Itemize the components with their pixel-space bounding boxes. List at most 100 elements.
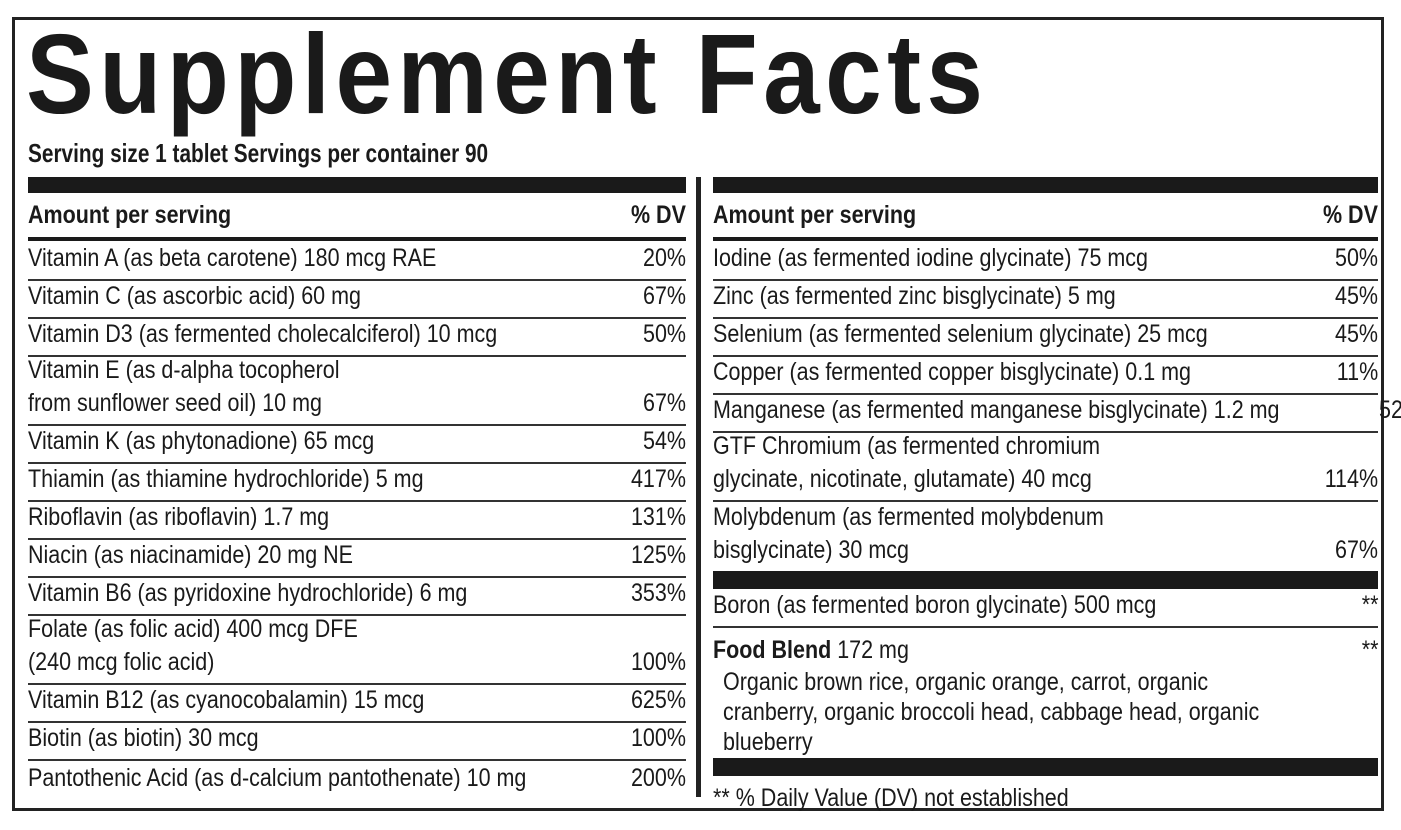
serving-info: Serving size 1 tablet Servings per conta…: [28, 138, 489, 168]
nutrient-name: Vitamin A (as beta carotene) 180 mcg RAE: [28, 242, 503, 275]
nutrient-dv: 45%: [1334, 282, 1378, 310]
nutrient-row: Vitamin K (as phytonadione) 65 mcg 54%: [28, 426, 686, 464]
nutrient-row: Vitamin B12 (as cyanocobalamin) 15 mcg 62…: [28, 685, 686, 723]
nutrient-name-line: Molybdenum (as fermented molybdenum: [713, 503, 1104, 531]
nutrient-row: Selenium (as fermented selenium glycinat…: [713, 319, 1378, 357]
ingredient-line: blueberry: [723, 728, 813, 756]
nutrient-name: Vitamin K (as phytonadione) 65 mcg: [28, 425, 431, 458]
nutrient-name: Biotin (as biotin) 30 mcg: [28, 722, 296, 755]
nutrient-dv: 45%: [1334, 320, 1378, 348]
nutrient-dv: 125%: [631, 541, 686, 569]
supplement-facts-panel: [12, 17, 1384, 811]
nutrient-dv: 100%: [631, 724, 686, 752]
nutrient-dv: **: [1361, 591, 1378, 619]
nutrient-row: Molybdenum (as fermented molybdenum bisgl…: [713, 502, 1378, 571]
nutrient-row: GTF Chromium (as fermented chromium glyci…: [713, 430, 1378, 502]
nutrient-name: Thiamin (as thiamine hydrochloride) 5 mg: [28, 463, 488, 496]
nutrient-dv: 67%: [642, 282, 686, 310]
header-dv: % DV: [1323, 200, 1378, 229]
nutrient-name-line: Thiamin (as thiamine hydrochloride) 5 mg: [28, 465, 424, 493]
food-blend-name: Food Blend: [713, 636, 832, 664]
food-blend: Food Blend 172 mg ** Organic brown rice,…: [713, 628, 1378, 758]
nutrient-name: Niacin (as niacinamide) 20 mg NE: [28, 539, 406, 572]
nutrient-name: Folate (as folic acid) 400 mcg DFE (240 m…: [28, 613, 411, 679]
nutrient-name-line: Pantothenic Acid (as d-calcium pantothen…: [28, 764, 527, 792]
nutrient-row: Vitamin D3 (as fermented cholecalciferol…: [28, 319, 686, 357]
nutrient-name-line: Folate (as folic acid) 400 mcg DFE: [28, 615, 358, 643]
nutrient-row: Pantothenic Acid (as d-calcium pantothen…: [28, 761, 686, 799]
left-column: Amount per serving % DV Vitamin A (as be…: [28, 177, 686, 799]
nutrient-name-line: Vitamin B6 (as pyridoxine hydrochloride)…: [28, 579, 468, 607]
nutrient-dv: 353%: [631, 579, 686, 607]
nutrient-name: Pantothenic Acid (as d-calcium pantothen…: [28, 762, 608, 795]
nutrient-name: Vitamin E (as d-alpha tocopherol from sun…: [28, 354, 390, 420]
nutrient-name-line: GTF Chromium (as fermented chromium: [713, 432, 1101, 460]
header-amount: Amount per serving: [28, 200, 232, 229]
food-blend-title: Food Blend 172 mg: [713, 634, 909, 667]
header-amount: Amount per serving: [713, 200, 917, 229]
nutrient-dv: 54%: [642, 427, 686, 455]
nutrient-name-line: Iodine (as fermented iodine glycinate) 7…: [713, 244, 1149, 272]
right-column: Amount per serving % DV Iodine (as ferme…: [713, 177, 1401, 815]
nutrient-name: Selenium (as fermented selenium glycinat…: [713, 318, 1288, 351]
nutrient-name-line: Zinc (as fermented zinc bisglycinate) 5 …: [713, 282, 1116, 310]
nutrient-dv: 11%: [1336, 358, 1378, 386]
nutrient-name-line: Riboflavin (as riboflavin) 1.7 mg: [28, 503, 330, 531]
nutrient-name: Iodine (as fermented iodine glycinate) 7…: [713, 242, 1219, 275]
column-header: Amount per serving % DV: [28, 193, 686, 241]
nutrient-name-line: Vitamin D3 (as fermented cholecalciferol…: [28, 320, 498, 348]
column-header: Amount per serving % DV: [713, 193, 1378, 241]
nutrient-dv: 625%: [631, 686, 686, 714]
nutrient-name-line: bisglycinate) 30 mcg: [713, 536, 909, 564]
column-divider: [696, 177, 701, 797]
nutrient-name-line: (240 mcg folic acid): [28, 648, 215, 676]
food-blend-ingredients: Organic brown rice, organic orange, carr…: [713, 667, 1378, 757]
nutrient-list: Iodine (as fermented iodine glycinate) 7…: [713, 241, 1401, 571]
nutrient-row: Niacin (as niacinamide) 20 mg NE 125%: [28, 540, 686, 578]
nutrient-name-line: Manganese (as fermented manganese bisgly…: [713, 396, 1280, 424]
nutrient-row: Manganese (as fermented manganese bisgly…: [713, 394, 1401, 433]
nutrient-row: Folate (as folic acid) 400 mcg DFE (240 m…: [28, 613, 686, 685]
nutrient-name-line: Vitamin E (as d-alpha tocopherol: [28, 356, 340, 384]
page-title: Supplement Facts: [26, 11, 989, 137]
nutrient-dv: 20%: [642, 244, 686, 272]
nutrient-row: Vitamin A (as beta carotene) 180 mcg RAE…: [28, 241, 686, 281]
nutrient-row: Vitamin E (as d-alpha tocopherol from sun…: [28, 354, 686, 426]
nutrient-row: Riboflavin (as riboflavin) 1.7 mg 131%: [28, 502, 686, 540]
nutrient-row: Vitamin C (as ascorbic acid) 60 mg 67%: [28, 281, 686, 319]
nutrient-name: Manganese (as fermented manganese bisgly…: [713, 394, 1372, 427]
nutrient-dv: 417%: [631, 465, 686, 493]
nutrient-name: Copper (as fermented copper bisglycinate…: [713, 356, 1269, 389]
nutrient-dv: 67%: [1334, 536, 1378, 564]
ingredient-line: cranberry, organic broccoli head, cabbag…: [723, 698, 1260, 726]
nutrient-name-line: Copper (as fermented copper bisglycinate…: [713, 358, 1192, 386]
nutrient-row: Iodine (as fermented iodine glycinate) 7…: [713, 241, 1378, 281]
nutrient-dv: 50%: [1334, 244, 1378, 272]
nutrient-dv: 200%: [631, 764, 686, 792]
thick-divider: [713, 571, 1378, 589]
nutrient-name-line: Vitamin C (as ascorbic acid) 60 mg: [28, 282, 361, 310]
nutrient-name: Vitamin C (as ascorbic acid) 60 mg: [28, 280, 415, 313]
nutrient-name: Vitamin B6 (as pyridoxine hydrochloride)…: [28, 577, 539, 610]
thick-divider: [713, 758, 1378, 776]
thick-divider: [28, 177, 686, 193]
nutrient-dv: 100%: [631, 648, 686, 676]
nutrient-list: Vitamin A (as beta carotene) 180 mcg RAE…: [28, 241, 686, 799]
nutrient-name: Riboflavin (as riboflavin) 1.7 mg: [28, 501, 378, 534]
nutrient-name-line: Vitamin A (as beta carotene) 180 mcg RAE: [28, 244, 437, 272]
nutrient-name-line: Biotin (as biotin) 30 mcg: [28, 724, 259, 752]
nutrient-name: Vitamin B12 (as cyanocobalamin) 15 mcg: [28, 684, 489, 717]
nutrient-dv: 67%: [642, 389, 686, 417]
nutrient-dv: 131%: [631, 503, 686, 531]
nutrient-name: GTF Chromium (as fermented chromium glyci…: [713, 430, 1163, 496]
nutrient-name-line: Vitamin B12 (as cyanocobalamin) 15 mcg: [28, 686, 425, 714]
nutrient-name: Zinc (as fermented zinc bisglycinate) 5 …: [713, 280, 1181, 313]
nutrient-row: Vitamin B6 (as pyridoxine hydrochloride)…: [28, 578, 686, 616]
food-blend-dv: **: [1361, 636, 1378, 664]
nutrient-name-line: Selenium (as fermented selenium glycinat…: [713, 320, 1208, 348]
nutrient-name-line: from sunflower seed oil) 10 mg: [28, 389, 322, 417]
nutrient-dv: 114%: [1324, 465, 1378, 493]
food-blend-amount: 172 mg: [837, 636, 909, 664]
nutrient-name-line: Vitamin K (as phytonadione) 65 mcg: [28, 427, 375, 455]
ingredient-line: Organic brown rice, organic orange, carr…: [723, 668, 1209, 696]
